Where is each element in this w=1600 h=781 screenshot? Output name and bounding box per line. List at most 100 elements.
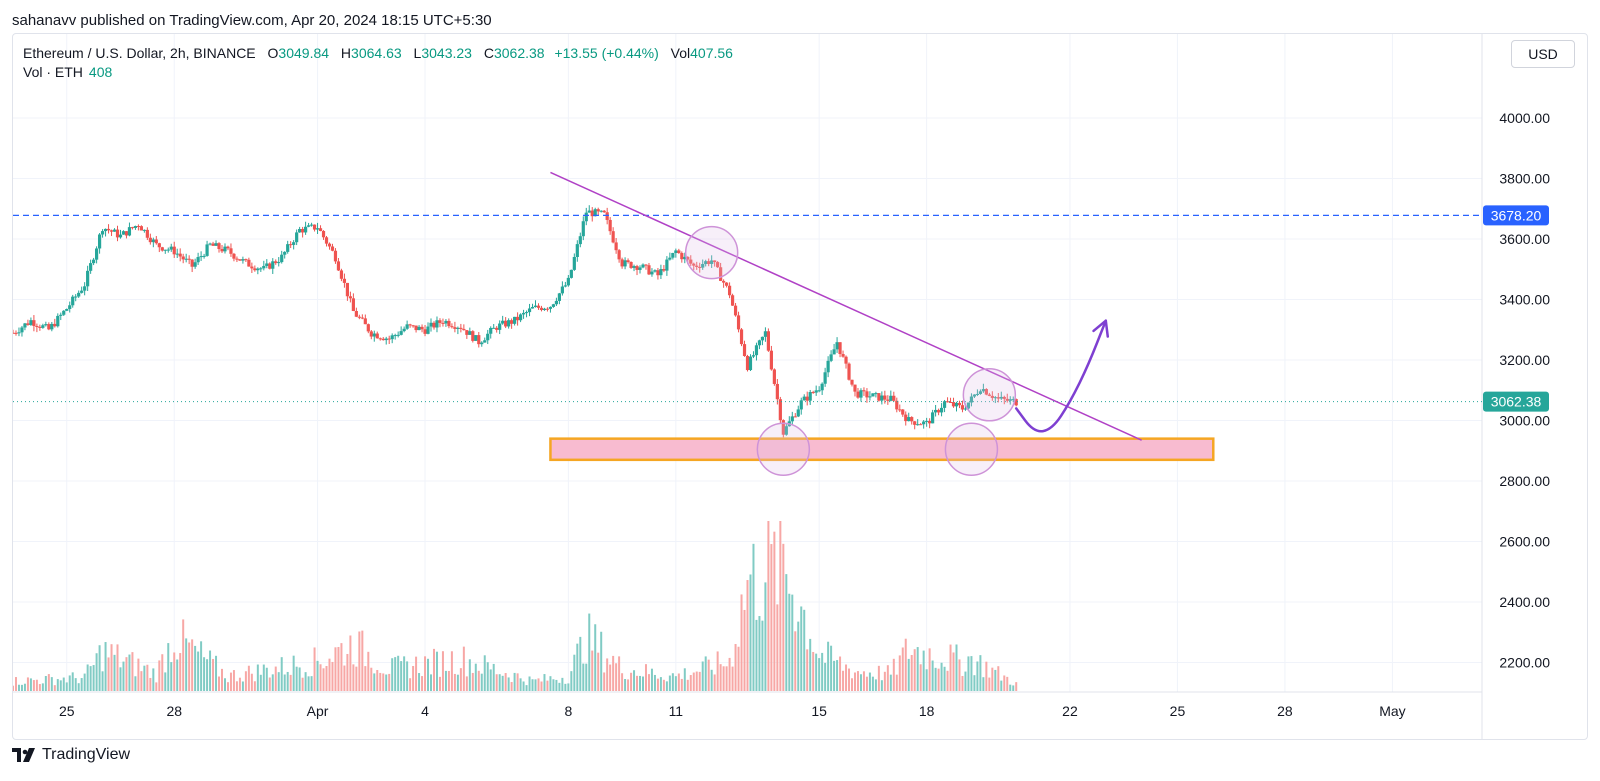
volume-bar (292, 655, 295, 691)
candle-body (32, 320, 36, 326)
volume-bar (588, 613, 591, 691)
candle-body (766, 331, 771, 351)
candle-body (608, 219, 612, 232)
candle-body (357, 316, 361, 318)
candle-body (542, 308, 547, 311)
candle-body (653, 270, 657, 272)
volume-bar (340, 643, 343, 691)
volume-bar (140, 671, 143, 691)
candle-body (820, 383, 824, 391)
volume-bar (486, 662, 489, 691)
candle-body (360, 317, 364, 319)
candle-body (86, 270, 90, 287)
candle-body (892, 395, 896, 401)
volume-bar (728, 657, 731, 691)
candle-body (333, 250, 338, 262)
candle-body (238, 259, 242, 261)
price-chart[interactable]: 4000.00 3800.00 3600.00 3400.00 3200.00 3000.… (13, 34, 1587, 739)
volume-bar (1006, 676, 1009, 691)
candle-body (435, 320, 439, 328)
volume-bar (791, 594, 794, 691)
volume-bar (767, 521, 770, 691)
candle-body (289, 244, 293, 246)
volume-bar (453, 673, 456, 691)
volume-bar (803, 609, 806, 691)
volume-bar (725, 666, 728, 691)
candle-body (178, 253, 182, 257)
candle-body (181, 256, 185, 260)
symbol-legend: Ethereum / U.S. Dollar, 2h, BINANCE O304… (23, 44, 733, 82)
volume-bar (558, 682, 561, 691)
candle-body (262, 265, 266, 269)
volume-bar (582, 663, 585, 691)
currency-button[interactable]: USD (1511, 40, 1575, 68)
volume-bar (337, 646, 340, 691)
volume-bar (44, 676, 47, 691)
volume-bar (665, 681, 668, 691)
volume-bar (809, 638, 812, 691)
volume-bar (683, 668, 686, 691)
candle-body (835, 342, 839, 350)
candle-body (575, 244, 579, 257)
symbol-title[interactable]: Ethereum / U.S. Dollar, 2h, BINANCE (23, 45, 256, 61)
candle-body (268, 263, 272, 269)
candle-body (987, 394, 991, 396)
candle-body (283, 251, 287, 255)
candle-body (745, 356, 750, 371)
candle-body (309, 224, 314, 226)
volume-bar (394, 657, 397, 691)
volume-bar (215, 655, 218, 691)
x-tick-label: 11 (669, 703, 684, 719)
volume-bar (379, 672, 382, 691)
candle-body (599, 210, 603, 212)
candle-body (372, 333, 376, 337)
tradingview-brand[interactable]: TradingView (12, 746, 130, 764)
volume-bar (788, 593, 791, 691)
candle-body (662, 269, 666, 271)
volume-bar (361, 630, 364, 691)
volume-bar (283, 674, 286, 691)
volume-bar (209, 650, 212, 691)
volume-bar (397, 655, 400, 691)
volume-bar (89, 666, 92, 691)
volume-bar (101, 671, 104, 691)
volume-bar (636, 675, 639, 691)
volume-row-label[interactable]: Vol · ETH (23, 64, 83, 80)
candle-body (948, 401, 953, 403)
volume-bar (764, 582, 767, 691)
candle-body (963, 408, 968, 410)
candle-body (587, 210, 591, 213)
volume-bar (277, 672, 280, 691)
volume-bar (29, 678, 32, 691)
volume-bar (710, 669, 713, 691)
volume-bar (519, 678, 522, 691)
volume-bar (110, 644, 113, 691)
candle-body (895, 400, 899, 410)
volume-bar (280, 657, 283, 691)
chart-panel[interactable]: 4000.00 3800.00 3600.00 3400.00 3200.00 3000.… (12, 33, 1588, 740)
volume-bar (734, 644, 737, 691)
candle-body (889, 395, 893, 401)
volume-bar (815, 653, 818, 691)
candle-body (674, 250, 678, 253)
candle-body (324, 237, 329, 244)
candle-body (781, 420, 785, 435)
candle-body (205, 244, 209, 256)
candle-body (486, 333, 490, 341)
candle-body (790, 416, 794, 422)
volume-bar (26, 677, 29, 691)
volume-bar (427, 658, 430, 691)
volume-bar (301, 677, 304, 691)
volume-bar (662, 679, 665, 691)
volume-bar (919, 664, 922, 691)
candle-body (109, 230, 114, 232)
volume-bar (128, 654, 131, 691)
candle-body (841, 354, 845, 357)
volume-bar (633, 670, 636, 691)
candle-body (59, 314, 63, 316)
volume-bar (830, 645, 833, 691)
candle-body (775, 383, 779, 400)
candle-body (304, 226, 308, 233)
volume-bar (970, 656, 973, 691)
volume-bar (498, 674, 501, 691)
